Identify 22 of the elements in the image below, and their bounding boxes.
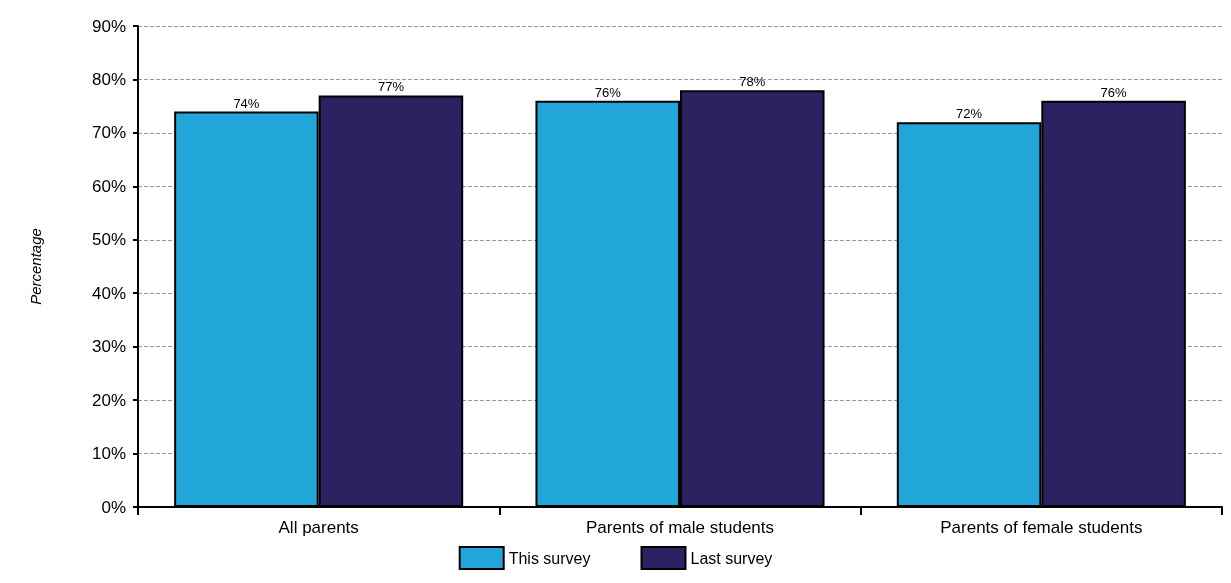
x-tick-label: All parents [278, 518, 359, 537]
legend-label: This survey [508, 549, 591, 567]
x-tick-label: Parents of male students [585, 518, 775, 537]
data-label: 74% [233, 95, 260, 111]
y-tick-label: 90% [91, 16, 126, 36]
data-label: 78% [739, 74, 766, 90]
y-tick-label: 30% [91, 337, 126, 357]
x-tick-label: Parents of female students [940, 518, 1143, 537]
data-label: 76% [594, 84, 622, 100]
y-axis-title: Percentage [27, 228, 44, 305]
y-tick-label: 80% [91, 69, 126, 89]
legend-label: Last survey [690, 549, 773, 567]
y-tick-label: 20% [91, 390, 126, 410]
y-tick-label: 0% [101, 497, 126, 517]
data-label: 72% [956, 106, 983, 122]
data-label: 77% [377, 79, 405, 95]
y-tick-label: 70% [91, 123, 126, 143]
data-label: 76% [1100, 84, 1128, 100]
y-tick-label: 50% [91, 230, 126, 250]
y-tick-label: 60% [91, 176, 126, 196]
y-tick-label: 10% [91, 444, 126, 464]
y-tick-label: 40% [91, 283, 126, 303]
